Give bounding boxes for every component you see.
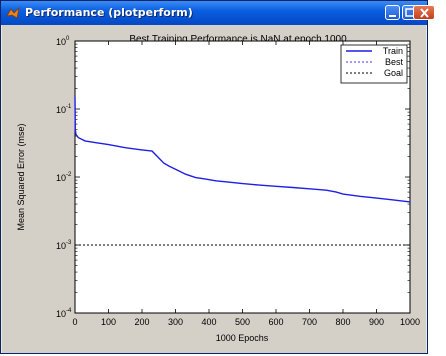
performance-window: Performance (plotperform) Best Training …: [0, 0, 435, 354]
legend-train-label: Train: [383, 46, 403, 56]
plot-area[interactable]: [74, 40, 411, 314]
minimize-button[interactable]: [385, 5, 400, 20]
x-tick-label: 500: [235, 317, 250, 327]
y-tick-exponent: -3: [66, 240, 72, 246]
y-tick-exponent: -1: [66, 104, 72, 110]
figure-area: Best Training Performance is NaN at epoc…: [2, 25, 426, 353]
x-tick-label: 1000: [400, 317, 420, 327]
close-button[interactable]: [413, 5, 435, 20]
y-tick-label: 10: [56, 241, 66, 251]
legend-goal-label: Goal: [384, 68, 403, 78]
x-tick-label: 300: [168, 317, 183, 327]
y-tick-label: 10: [56, 173, 66, 183]
x-tick-label: 700: [302, 317, 317, 327]
series-group: [74, 96, 411, 246]
x-axis-label: 1000 Epochs: [216, 333, 269, 343]
y-tick-exponent: 0: [66, 36, 70, 42]
y-tick-label: 10: [56, 105, 66, 115]
chart-title: Best Training Performance is NaN at epoc…: [129, 34, 347, 45]
series-train-line[interactable]: [74, 96, 411, 203]
close-icon: [420, 8, 429, 18]
performance-chart: Best Training Performance is NaN at epoc…: [16, 34, 420, 343]
y-tick-label: 10: [56, 309, 66, 319]
x-axis: 0 100 200 300 400 500 600 700 800 900 1000: [72, 41, 420, 327]
y-tick-label: 10: [56, 37, 66, 47]
window-title: Performance (plotperform): [25, 6, 193, 19]
y-tick-exponent: -4: [66, 308, 72, 314]
y-axis-label: Mean Squared Error (mse): [16, 123, 26, 230]
x-tick-label: 900: [369, 317, 384, 327]
title-bar[interactable]: Performance (plotperform): [1, 1, 435, 25]
y-tick-exponent: -2: [66, 172, 72, 178]
legend-best-label: Best: [385, 57, 404, 67]
x-tick-label: 400: [201, 317, 216, 327]
x-tick-label: 100: [101, 317, 116, 327]
matlab-icon: [6, 6, 20, 19]
minimize-icon: [389, 15, 396, 17]
x-tick-label: 800: [335, 317, 350, 327]
x-tick-label: 0: [72, 317, 77, 327]
x-tick-label: 200: [134, 317, 149, 327]
x-tick-label: 600: [268, 317, 283, 327]
